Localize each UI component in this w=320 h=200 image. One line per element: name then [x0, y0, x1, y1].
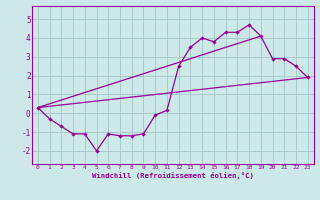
X-axis label: Windchill (Refroidissement éolien,°C): Windchill (Refroidissement éolien,°C) — [92, 172, 254, 179]
